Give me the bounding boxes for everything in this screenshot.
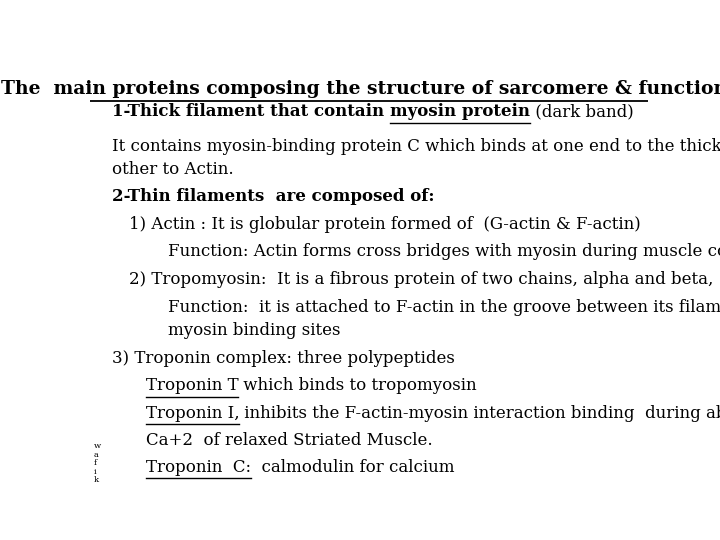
Text: 1-Thick filament that contain: 1-Thick filament that contain xyxy=(112,103,390,120)
Text: inhibits the F-actin-myosin interaction binding  during absence   of: inhibits the F-actin-myosin interaction … xyxy=(240,405,720,422)
Text: 3) Troponin complex: three polypeptides: 3) Troponin complex: three polypeptides xyxy=(112,350,454,367)
Text: Troponin T: Troponin T xyxy=(145,377,238,394)
Text: (dark band): (dark band) xyxy=(530,103,634,120)
Text: Ca+2  of relaxed Striated Muscle.: Ca+2 of relaxed Striated Muscle. xyxy=(145,432,433,449)
Text: myosin binding sites: myosin binding sites xyxy=(168,322,340,339)
Text: Troponin  C:: Troponin C: xyxy=(145,459,251,476)
Text: Function:  it is attached to F-actin in the groove between its filaments to bloc: Function: it is attached to F-actin in t… xyxy=(168,299,720,316)
Text: Troponin I,: Troponin I, xyxy=(145,405,240,422)
Text: calmodulin for calcium: calmodulin for calcium xyxy=(251,459,454,476)
Text: Function: Actin forms cross bridges with myosin during muscle contraction.: Function: Actin forms cross bridges with… xyxy=(168,244,720,260)
Text: The  main proteins composing the structure of sarcomere & functions: The main proteins composing the structur… xyxy=(1,80,720,98)
Text: which binds to tropomyosin: which binds to tropomyosin xyxy=(238,377,477,394)
Text: w
a
f
i
k: w a f i k xyxy=(94,442,101,484)
Text: 2) Tropomyosin:  It is a fibrous protein of two chains, alpha and beta,: 2) Tropomyosin: It is a fibrous protein … xyxy=(129,271,713,288)
Text: 2-Thin filaments  are composed of:: 2-Thin filaments are composed of: xyxy=(112,188,434,205)
Text: myosin protein: myosin protein xyxy=(390,103,530,120)
Text: It contains myosin-binding protein C which binds at one end to the thick filamen: It contains myosin-binding protein C whi… xyxy=(112,138,720,155)
Text: other to Actin.: other to Actin. xyxy=(112,161,233,178)
Text: 1) Actin : It is globular protein formed of  (G-actin & F-actin): 1) Actin : It is globular protein formed… xyxy=(129,215,641,233)
